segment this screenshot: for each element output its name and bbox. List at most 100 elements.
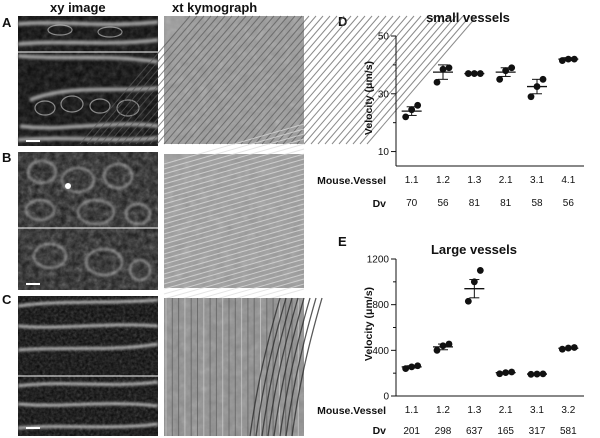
chart-d-category-label: 4.1 [561, 175, 575, 186]
kymograph-streak [331, 15, 443, 145]
kymograph-streak [79, 15, 191, 145]
kymograph-streak [352, 15, 464, 145]
kymograph-streak [163, 228, 305, 270]
chart-e-y-tick-label: 0 [383, 392, 389, 403]
chart-e-data-point [527, 370, 535, 378]
chart-d-title: small vessels [426, 10, 510, 25]
kymograph-streak [226, 15, 338, 145]
kymograph-streak [163, 223, 305, 265]
chart-e-y-tick-label: 800 [372, 300, 389, 311]
chart-d: small vessels Velocity (μm/s) 10 30 50 1.1 7… [317, 10, 584, 210]
kymograph-streak [163, 238, 305, 280]
chart-d-dv-value: 56 [437, 198, 449, 209]
kymograph-streak [261, 15, 373, 145]
kymograph-streak [345, 15, 457, 145]
chart-d-data-point [476, 70, 484, 77]
kymograph-streak [163, 168, 305, 210]
chart-d-data-point [508, 64, 516, 72]
chart-d-data-point [539, 75, 547, 83]
chart-d-data-point [402, 113, 410, 121]
chart-d-y-tick-label: 30 [378, 89, 390, 100]
chart-e-data-point [439, 342, 447, 350]
kymograph-streak [324, 15, 436, 145]
kymograph-streak [191, 15, 303, 145]
chart-e-data-point [433, 346, 441, 354]
kymograph-streak [163, 218, 305, 260]
kymograph-streak [114, 15, 226, 145]
chart-e-ylabel: Velocity (μm/s) [363, 287, 375, 361]
kymograph-streak [163, 198, 305, 240]
chart-e-dv-value: 298 [435, 426, 452, 437]
chart-e-data-point [558, 345, 566, 353]
kymograph-streak [212, 15, 324, 145]
chart-d-dv-value: 81 [500, 198, 512, 209]
chart-d-data-point [533, 83, 541, 90]
kymograph-streak [247, 15, 359, 145]
kymograph-streak [163, 188, 305, 230]
chart-e-data-point [570, 344, 578, 351]
chart-d-data-point [464, 70, 472, 77]
chart-e-category-label: 3.2 [561, 405, 575, 416]
kymograph-streak [170, 15, 282, 145]
kymograph-streak [267, 297, 299, 437]
kymograph-a [79, 15, 478, 145]
chart-e-dv-value: 165 [497, 426, 514, 437]
kymograph-streak [233, 15, 345, 145]
kymograph-streak [163, 173, 305, 215]
kymograph-streak [135, 15, 247, 145]
kymograph-streak [100, 15, 212, 145]
kymograph-streak [291, 297, 323, 437]
chart-d-dv-value: 58 [531, 198, 543, 209]
kymograph-c [164, 297, 323, 437]
chart-d-data-point [408, 106, 416, 114]
kymograph-streak [163, 248, 305, 290]
panel-label-d: D [338, 14, 347, 29]
kymograph-streak [261, 297, 293, 437]
kymograph-streak [163, 158, 305, 200]
chart-e-category-label: 3.1 [530, 405, 544, 416]
chart-d-category-label: 1.3 [467, 175, 481, 186]
chart-e-data-point [564, 344, 572, 352]
kymograph-streak [273, 297, 305, 437]
chart-d-category-label: 1.1 [405, 175, 419, 186]
kymograph-streak [163, 208, 305, 250]
kymograph-streak [121, 15, 233, 145]
kymograph-streak [184, 15, 296, 145]
xt-kymograph-header: xt kymograph [172, 0, 257, 15]
chart-e-data-point [476, 267, 484, 274]
chart-e-y-tick-label: 400 [372, 346, 389, 357]
kymograph-streak [198, 15, 310, 145]
chart-e-y-tick-label: 1200 [367, 255, 390, 266]
kymograph-streak [310, 15, 422, 145]
kymograph-streak [205, 15, 317, 145]
chart-d-data-point [502, 67, 510, 75]
kymograph-streak [156, 15, 268, 145]
micrograph-c [17, 296, 159, 436]
kymograph-streak [255, 297, 287, 437]
kymograph-streak [163, 233, 305, 275]
chart-d-data-point [564, 55, 572, 63]
chart-d-category-label: 3.1 [530, 175, 544, 186]
chart-e-data-point [502, 369, 510, 376]
chart-e-dv-value: 581 [560, 426, 577, 437]
chart-e-data-point [496, 370, 504, 378]
kymograph-streak [282, 15, 394, 145]
kymograph-streak [163, 153, 305, 195]
kymograph-streak [289, 15, 401, 145]
chart-e-category-label: 1.3 [467, 405, 481, 416]
kymograph-streak [163, 133, 305, 175]
kymograph-streak [163, 203, 305, 245]
panel-label-e: E [338, 234, 347, 249]
kymograph-streak [163, 258, 305, 300]
kymograph-streak [177, 15, 289, 145]
chart-d-category-label: 2.1 [499, 175, 513, 186]
kymograph-streak [163, 263, 305, 305]
kymograph-streak [86, 15, 198, 145]
chart-e: Large vessels Velocity (μm/s) 0 400 800 120… [317, 242, 584, 437]
chart-d-xlabel: Mouse.Vessel [317, 175, 386, 187]
chart-e-xlabel: Mouse.Vessel [317, 405, 386, 417]
chart-e-category-label: 1.1 [405, 405, 419, 416]
xy-image-header: xy image [50, 0, 106, 15]
kymograph-streak [240, 15, 352, 145]
chart-d-y-tick-label: 10 [378, 147, 390, 158]
